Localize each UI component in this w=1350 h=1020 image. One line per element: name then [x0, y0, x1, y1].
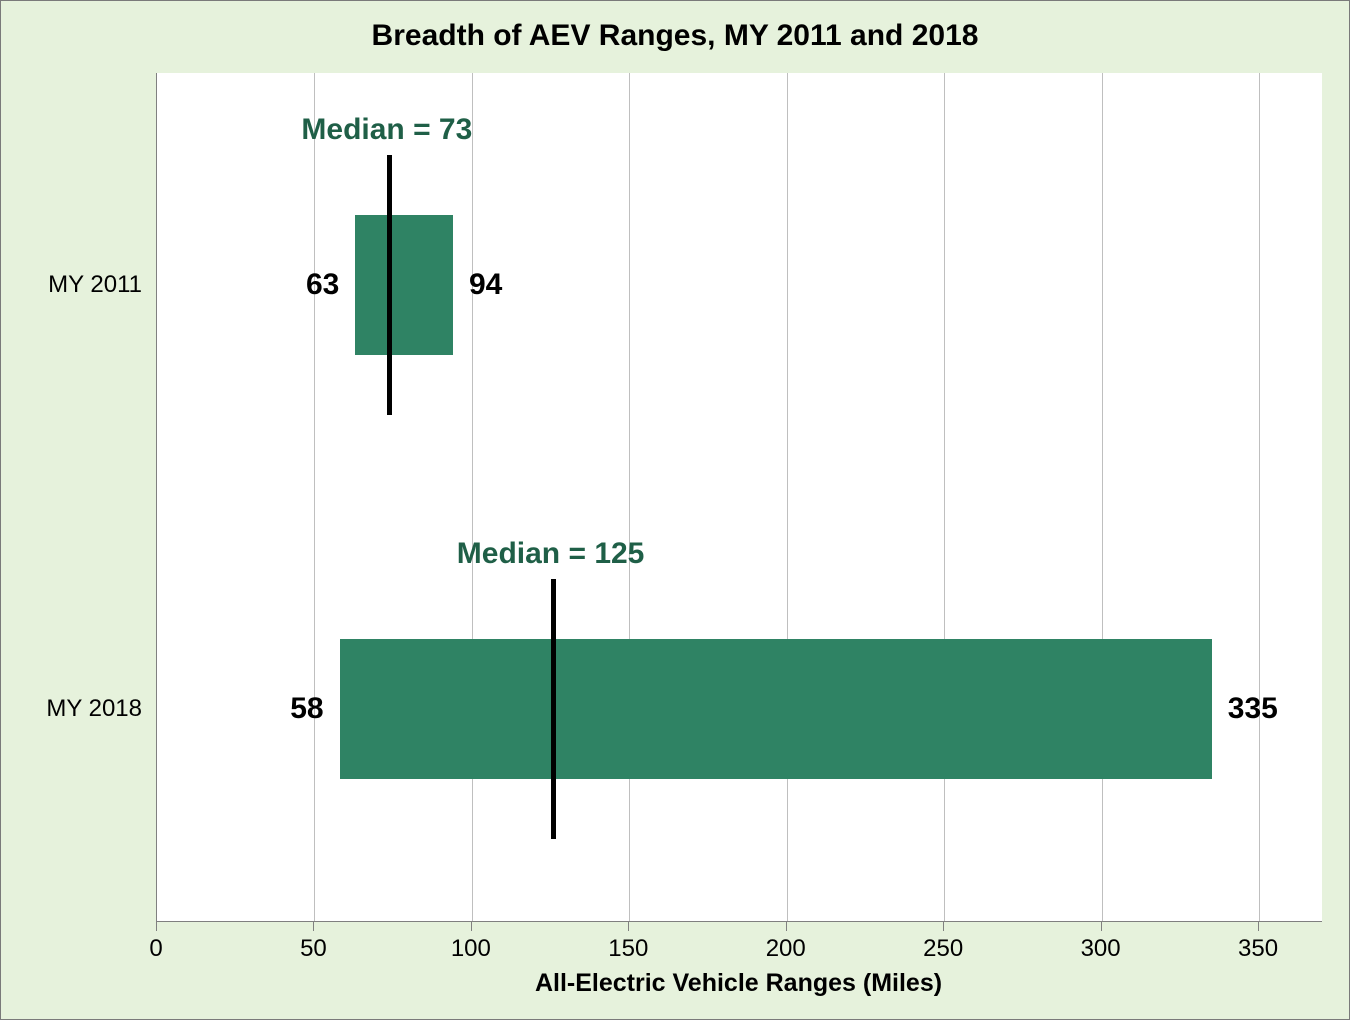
gridline	[314, 73, 315, 921]
x-axis-title: All-Electric Vehicle Ranges (Miles)	[156, 969, 1321, 998]
x-tick	[628, 921, 629, 931]
x-tick	[786, 921, 787, 931]
x-tick-label: 250	[923, 935, 963, 963]
x-tick	[156, 921, 157, 931]
max-value-label: 94	[469, 268, 502, 302]
min-value-label: 58	[290, 692, 323, 726]
range-bar	[340, 639, 1212, 779]
chart-title: Breadth of AEV Ranges, MY 2011 and 2018	[1, 19, 1349, 53]
x-tick-label: 350	[1238, 935, 1278, 963]
x-tick	[1258, 921, 1259, 931]
median-line	[551, 579, 556, 839]
plot-area: Median = 73 63 94 Median = 125 58 335	[156, 73, 1322, 922]
x-tick-label: 50	[300, 935, 327, 963]
y-category-label: MY 2011	[48, 271, 142, 299]
gridline	[787, 73, 788, 921]
y-category-label: MY 2018	[46, 695, 142, 723]
gridline	[1102, 73, 1103, 921]
x-tick	[471, 921, 472, 931]
x-tick-label: 300	[1081, 935, 1121, 963]
gridline	[944, 73, 945, 921]
x-tick	[1101, 921, 1102, 931]
median-label: Median = 73	[301, 113, 472, 147]
x-tick	[943, 921, 944, 931]
median-label: Median = 125	[457, 537, 645, 571]
range-bar	[355, 215, 453, 355]
x-tick-label: 200	[766, 935, 806, 963]
gridline	[1259, 73, 1260, 921]
max-value-label: 335	[1228, 692, 1278, 726]
gridline	[629, 73, 630, 921]
gridline	[472, 73, 473, 921]
x-tick-label: 150	[608, 935, 648, 963]
x-tick-label: 0	[149, 935, 162, 963]
chart-outer: Breadth of AEV Ranges, MY 2011 and 2018 …	[0, 0, 1350, 1020]
x-tick	[313, 921, 314, 931]
median-line	[387, 155, 392, 415]
min-value-label: 63	[306, 268, 339, 302]
x-tick-label: 100	[451, 935, 491, 963]
